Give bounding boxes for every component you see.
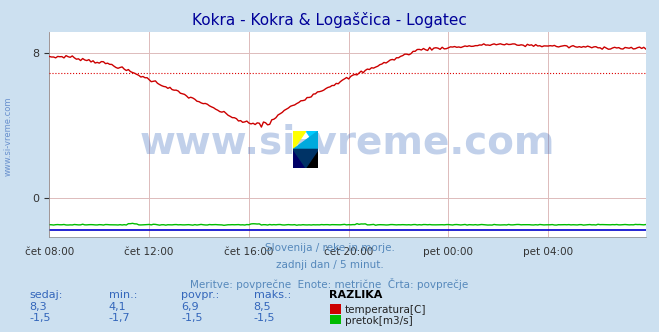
Text: maks.:: maks.:: [254, 290, 291, 300]
Text: pretok[m3/s]: pretok[m3/s]: [345, 316, 413, 326]
Text: 6,9: 6,9: [181, 302, 199, 312]
Text: 4,1: 4,1: [109, 302, 127, 312]
Text: -1,5: -1,5: [254, 313, 275, 323]
Polygon shape: [293, 131, 318, 149]
Polygon shape: [293, 131, 306, 149]
Text: -1,7: -1,7: [109, 313, 130, 323]
Text: 8,5: 8,5: [254, 302, 272, 312]
Text: RAZLIKA: RAZLIKA: [330, 290, 383, 300]
Polygon shape: [306, 131, 318, 149]
Text: www.si-vreme.com: www.si-vreme.com: [140, 124, 556, 162]
Text: 8,3: 8,3: [30, 302, 47, 312]
Text: temperatura[C]: temperatura[C]: [345, 305, 426, 315]
Text: -1,5: -1,5: [181, 313, 203, 323]
Text: povpr.:: povpr.:: [181, 290, 219, 300]
Text: -1,5: -1,5: [30, 313, 51, 323]
Text: Kokra - Kokra & Logaščica - Logatec: Kokra - Kokra & Logaščica - Logatec: [192, 12, 467, 28]
Text: min.:: min.:: [109, 290, 137, 300]
Text: Meritve: povprečne  Enote: metrične  Črta: povprečje: Meritve: povprečne Enote: metrične Črta:…: [190, 278, 469, 290]
Text: www.si-vreme.com: www.si-vreme.com: [3, 96, 13, 176]
Polygon shape: [293, 149, 306, 168]
Text: sedaj:: sedaj:: [30, 290, 63, 300]
Text: zadnji dan / 5 minut.: zadnji dan / 5 minut.: [275, 260, 384, 270]
Text: Slovenija / reke in morje.: Slovenija / reke in morje.: [264, 243, 395, 253]
Polygon shape: [293, 149, 318, 168]
Polygon shape: [306, 149, 318, 168]
